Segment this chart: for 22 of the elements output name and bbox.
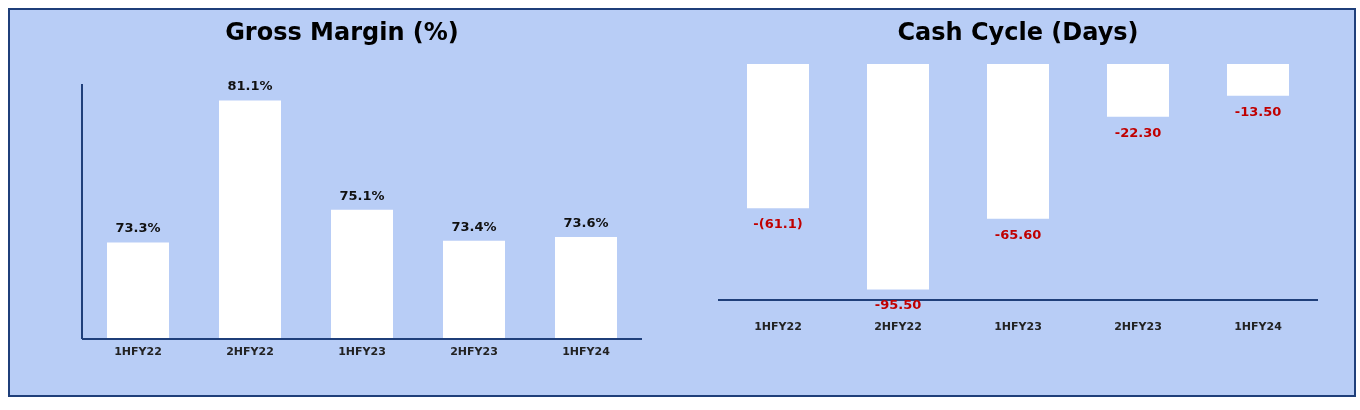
data-label: -13.50 xyxy=(1234,103,1282,119)
chart-title: Cash Cycle (Days) xyxy=(896,17,1140,48)
x-tick-label: 2HFY23 xyxy=(450,344,498,358)
data-label: -65.60 xyxy=(994,226,1042,242)
data-label: 73.3% xyxy=(115,220,161,236)
x-tick-label: 1HFY23 xyxy=(338,344,386,358)
x-tick-label: 2HFY23 xyxy=(1114,319,1162,333)
data-label: 73.4% xyxy=(451,218,497,234)
x-tick-label: 2HFY22 xyxy=(874,319,922,333)
x-tick-label: 1HFY23 xyxy=(994,319,1042,333)
data-label: 81.1% xyxy=(227,78,273,94)
data-label: -95.50 xyxy=(874,297,922,313)
data-label: 73.6% xyxy=(563,215,609,230)
x-tick-label: 1HFY22 xyxy=(114,344,162,358)
x-tick-label: 1HFY24 xyxy=(562,344,611,358)
x-tick-label: 1HFY22 xyxy=(754,319,802,333)
data-label: -22.30 xyxy=(1114,124,1162,140)
data-label: 75.1% xyxy=(339,187,385,203)
x-tick-label: 2HFY22 xyxy=(226,344,274,358)
data-label: -(61.1) xyxy=(753,216,803,232)
x-tick-label: 1HFY24 xyxy=(1234,319,1283,333)
chart-title: Gross Margin (%) xyxy=(224,17,460,48)
